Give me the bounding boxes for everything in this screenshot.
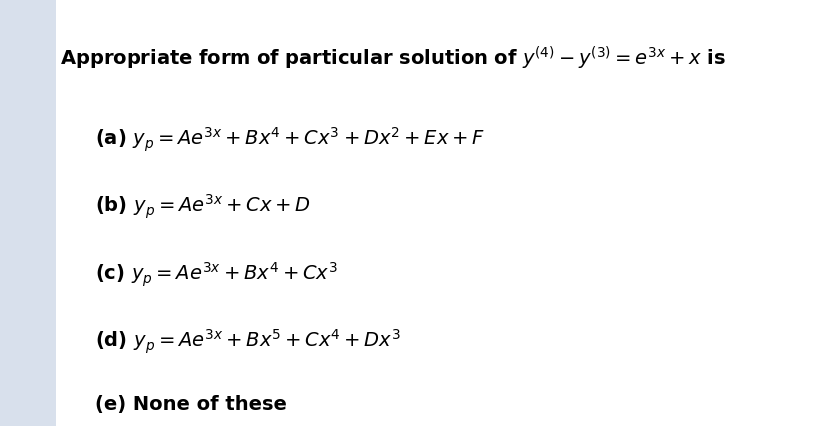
Text: (e) None of these: (e) None of these <box>95 395 287 414</box>
Text: $\bf{Appropriate\ form\ of\ particular\ solution\ of\ }$$y^{(4)} - y^{(3)} = e^{: $\bf{Appropriate\ form\ of\ particular\ … <box>60 45 724 72</box>
Text: (d) $y_p = Ae^{3x} + Bx^5 + Cx^4 + Dx^3$: (d) $y_p = Ae^{3x} + Bx^5 + Cx^4 + Dx^3$ <box>95 328 401 356</box>
Bar <box>0 0 45 426</box>
Text: (a) $y_p = Ae^{3x} + Bx^4 + Cx^3 + Dx^2 + Ex + F$: (a) $y_p = Ae^{3x} + Bx^4 + Cx^3 + Dx^2 … <box>95 126 485 154</box>
Text: (c) $y_p = Ae^{3x} + Bx^4 + Cx^3$: (c) $y_p = Ae^{3x} + Bx^4 + Cx^3$ <box>95 260 337 289</box>
Text: (b) $y_p = Ae^{3x} + Cx + D$: (b) $y_p = Ae^{3x} + Cx + D$ <box>95 193 311 222</box>
